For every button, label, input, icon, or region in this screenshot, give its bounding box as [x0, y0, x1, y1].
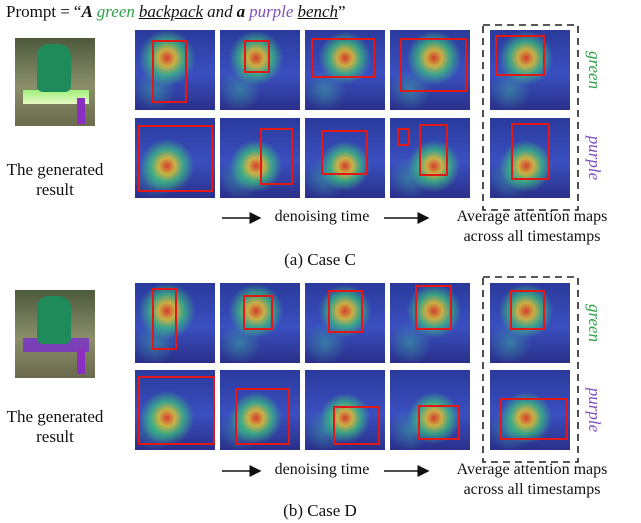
row-label: purple — [584, 136, 604, 180]
timeline-label: denoising time — [275, 208, 370, 226]
red-box — [333, 406, 380, 445]
red-box — [415, 285, 452, 330]
attention-map — [490, 283, 570, 363]
row-label: purple — [584, 388, 604, 432]
generated-image — [15, 38, 95, 126]
attention-map — [220, 30, 300, 110]
attention-map — [490, 30, 570, 110]
red-box — [418, 405, 460, 440]
result-caption: The generated — [7, 160, 104, 180]
average-label: across all timestamps — [464, 481, 601, 499]
red-box — [400, 38, 467, 92]
case-caption: (b) Case D — [283, 501, 357, 521]
attention-map — [135, 283, 215, 363]
attention-map — [390, 283, 470, 363]
attention-map — [305, 370, 385, 450]
row-label: green — [584, 51, 604, 89]
red-box — [138, 376, 215, 445]
attention-map — [135, 30, 215, 110]
average-label: Average attention maps — [457, 208, 608, 226]
attention-map — [135, 370, 215, 450]
attention-map — [490, 118, 570, 198]
red-box — [244, 40, 270, 73]
attention-map — [390, 118, 470, 198]
red-box — [152, 288, 177, 350]
result-caption: The generated — [7, 407, 104, 427]
red-box — [511, 123, 550, 180]
attention-map — [490, 370, 570, 450]
red-box — [500, 398, 568, 440]
bench-leg — [77, 98, 85, 124]
attention-map — [220, 118, 300, 198]
attention-map — [220, 370, 300, 450]
attention-map — [220, 283, 300, 363]
red-box — [243, 295, 273, 330]
attention-map — [135, 118, 215, 198]
attention-map — [305, 30, 385, 110]
case-caption: (a) Case C — [284, 250, 356, 270]
red-box — [397, 128, 410, 146]
row-label: green — [584, 304, 604, 342]
red-box — [311, 38, 375, 78]
generated-image — [15, 290, 95, 378]
attention-map — [305, 283, 385, 363]
backpack — [37, 44, 71, 92]
figure: Prompt =“Agreenbackpackandapurplebench” … — [0, 0, 641, 523]
red-box — [495, 35, 545, 76]
red-box — [260, 128, 293, 185]
red-box — [321, 130, 368, 175]
attention-map — [390, 370, 470, 450]
result-caption: result — [36, 427, 74, 447]
backpack — [37, 296, 71, 344]
red-box — [510, 290, 545, 330]
red-box — [138, 125, 213, 192]
red-box — [152, 40, 187, 103]
attention-map — [305, 118, 385, 198]
bench-leg — [77, 348, 85, 374]
red-box — [235, 388, 290, 445]
red-box — [328, 290, 363, 333]
timeline-label: denoising time — [275, 461, 370, 479]
result-caption: result — [36, 180, 74, 200]
red-box — [419, 124, 448, 176]
attention-map — [390, 30, 470, 110]
average-label: Average attention maps — [457, 461, 608, 479]
average-label: across all timestamps — [464, 228, 601, 246]
